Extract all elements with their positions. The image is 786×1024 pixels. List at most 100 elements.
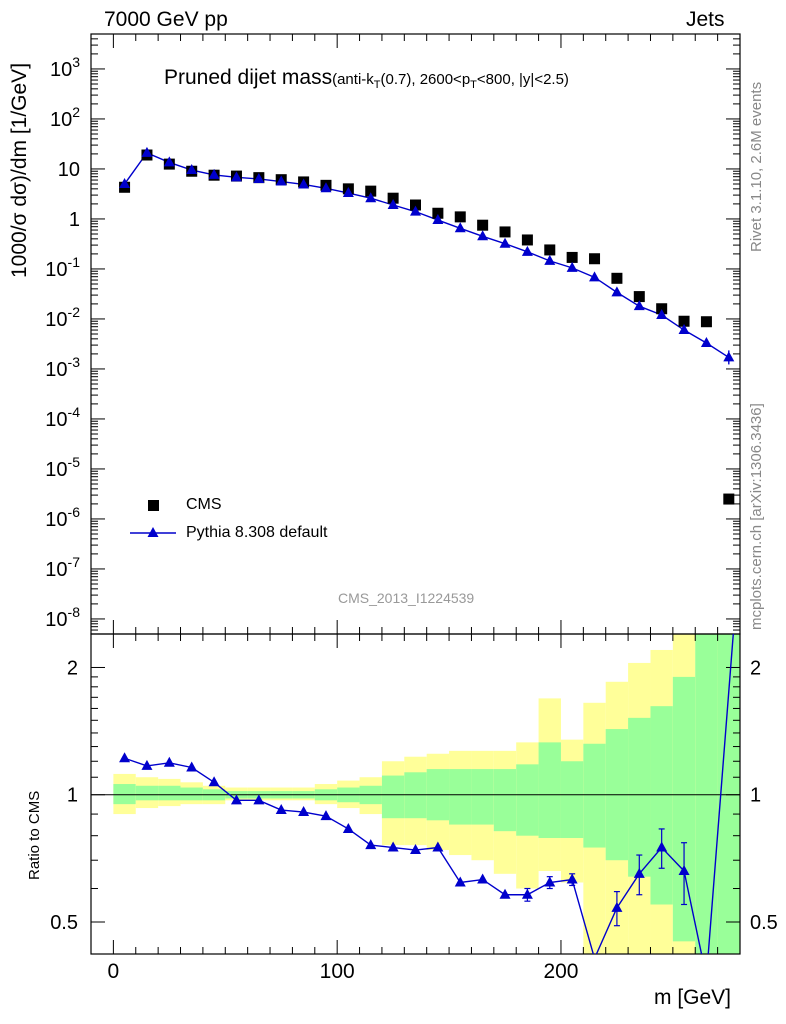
legend-cms-label: CMS xyxy=(186,496,222,513)
inner-band-bin xyxy=(628,717,651,877)
ratio-marker xyxy=(163,756,175,767)
ratio-marker xyxy=(410,844,421,855)
pythia-marker xyxy=(656,308,668,319)
y-tick-label: 10 xyxy=(58,159,80,181)
cms-marker xyxy=(521,234,533,246)
pythia-marker xyxy=(208,168,220,179)
data-series xyxy=(119,146,735,954)
ratio-marker xyxy=(454,876,466,887)
ratio-marker xyxy=(186,761,198,772)
cms-marker xyxy=(656,303,668,315)
pythia-marker xyxy=(432,214,444,225)
cms-marker xyxy=(633,291,645,303)
ratio-tick-label: 2 xyxy=(67,657,78,679)
pythia-marker xyxy=(499,237,511,248)
inner-band-bin xyxy=(493,769,517,832)
bottom-panel-frame xyxy=(90,633,741,955)
pythia-marker xyxy=(678,324,690,335)
cms-marker xyxy=(365,185,377,197)
ratio-marker xyxy=(298,806,310,817)
ratio-marker xyxy=(141,759,153,770)
x-tick-label: 100 xyxy=(320,960,355,983)
legend-pythia-label: Pythia 8.308 default xyxy=(186,524,328,541)
ratio-marker xyxy=(365,839,377,850)
ratio-marker xyxy=(342,822,354,833)
ratio-marker xyxy=(521,888,533,899)
analysis-watermark: CMS_2013_I1224539 xyxy=(338,590,475,606)
title-sub-c: (0.7), 2600<p xyxy=(380,71,471,88)
ratio-marker xyxy=(432,841,444,852)
cms-marker xyxy=(700,316,712,328)
ratio-tick-label-right: 0.5 xyxy=(750,912,778,934)
ratio-marker xyxy=(253,794,265,805)
header-right: Jets xyxy=(686,8,725,31)
mcplots-label: mcplots.cern.ch [arXiv:1306.3436] xyxy=(748,403,765,630)
x-tick-label: 200 xyxy=(543,960,578,983)
pythia-marker xyxy=(253,172,265,183)
pythia-marker xyxy=(320,182,332,193)
x-axis-label: m [GeV] xyxy=(654,986,732,1009)
inner-band-bin xyxy=(135,785,159,801)
cms-marker xyxy=(566,251,578,263)
cms-marker xyxy=(589,253,601,265)
legend-pythia-marker xyxy=(147,527,159,537)
inner-band-bin xyxy=(560,761,584,839)
inner-band-bin xyxy=(583,743,606,848)
plot-frames: 0 100 200 10-8 10-7 10-6 10-5 10-4 10-3 10-2 10-1 1… xyxy=(45,33,778,983)
y-tick-label: 103 xyxy=(50,54,80,81)
uncertainty-bands xyxy=(113,634,740,954)
pythia-marker xyxy=(410,205,421,216)
inner-band-bin xyxy=(538,742,561,839)
ratio-marker xyxy=(633,867,645,878)
cms-marker xyxy=(410,199,421,211)
pythia-marker xyxy=(365,192,377,203)
cms-marker xyxy=(499,226,511,238)
inner-band-bin xyxy=(471,769,494,825)
pythia-marker xyxy=(163,156,175,167)
pythia-marker xyxy=(342,187,354,198)
cms-marker xyxy=(544,244,556,256)
pythia-marker xyxy=(633,300,645,311)
cms-marker xyxy=(477,219,489,231)
pythia-marker xyxy=(275,175,287,186)
y-tick-label: 10-6 xyxy=(45,504,80,531)
ratio-marker xyxy=(611,901,623,912)
top-panel-frame xyxy=(90,33,741,635)
header-left: 7000 GeV pp xyxy=(104,8,228,31)
inner-band-bin xyxy=(672,676,696,942)
rivet-label: Rivet 3.1.10, 2.6M events xyxy=(748,81,765,252)
cms-marker xyxy=(678,315,690,327)
pythia-marker xyxy=(589,271,601,282)
ratio-tick-label: 0.5 xyxy=(50,912,78,934)
ratio-marker xyxy=(477,873,489,884)
ratio-marker xyxy=(230,794,242,805)
pythia-marker xyxy=(141,146,153,157)
pythia-marker xyxy=(186,164,198,175)
ratio-marker xyxy=(678,865,690,876)
y-tick-label: 10-5 xyxy=(45,454,80,481)
pythia-marker xyxy=(454,222,466,233)
ratio-marker xyxy=(387,841,399,852)
y-axis-label-top: 1000/σ dσ)/dm [1/GeV] xyxy=(8,62,31,278)
inner-band-bin xyxy=(381,775,405,819)
ratio-marker xyxy=(544,876,556,887)
ratio-tick-label-right: 1 xyxy=(750,785,761,807)
ratio-marker xyxy=(119,752,131,763)
y-tick-label: 10-3 xyxy=(45,354,80,381)
cms-marker xyxy=(723,493,735,505)
pythia-marker xyxy=(119,178,131,188)
inner-band-bin xyxy=(113,784,136,805)
title-sub-d: T xyxy=(470,79,477,91)
title-sub-a: (anti-k xyxy=(332,71,374,88)
pythia-marker xyxy=(611,286,623,297)
pythia-marker xyxy=(230,171,242,182)
pythia-line xyxy=(124,151,730,359)
inner-band-bin xyxy=(404,772,427,819)
y-tick-label: 10-2 xyxy=(45,304,80,331)
pythia-marker xyxy=(298,178,310,189)
ratio-marker xyxy=(656,841,668,852)
y-tick-label: 10-4 xyxy=(45,404,80,431)
ratio-marker xyxy=(275,804,287,815)
ratio-marker xyxy=(320,810,332,821)
